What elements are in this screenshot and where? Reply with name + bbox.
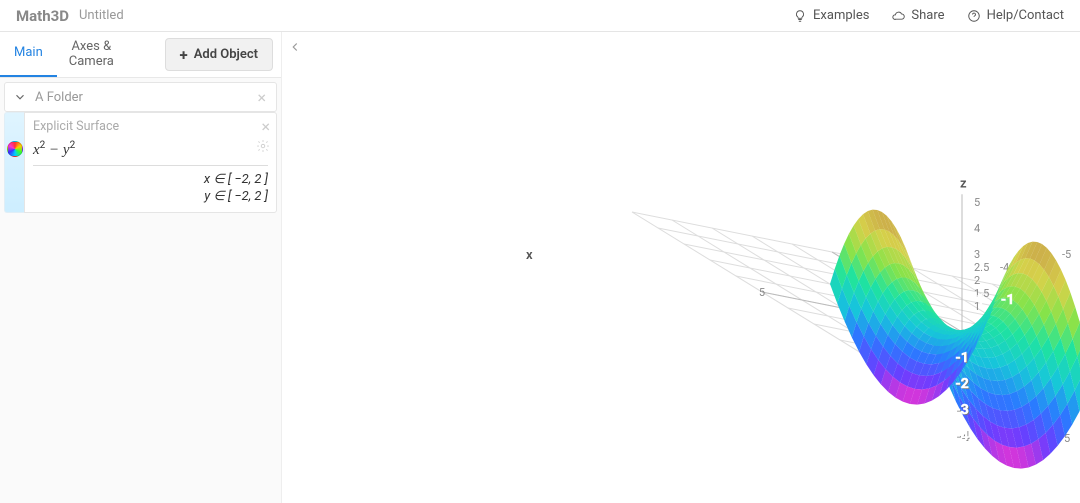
svg-text:5: 5 [759,286,765,299]
examples-link[interactable]: Examples [793,8,869,23]
folder-label[interactable]: A Folder [35,90,255,105]
domain-x[interactable]: x ∈ [ −2, 2 ] [33,172,268,187]
share-link[interactable]: Share [891,8,944,23]
plot-canvas[interactable]: -5-4-35xyz-5-455432.521.51-1-1-2-2-3-3-4… [282,32,1080,503]
help-link[interactable]: Help/Contact [967,8,1064,23]
brand-logo: Math3D [16,7,69,25]
gear-icon[interactable] [256,139,270,153]
folder-close-icon[interactable]: × [255,88,268,107]
svg-text:-5: -5 [1062,248,1071,261]
left-panel: Main Axes & Camera + Add Object A Folder… [0,32,282,503]
svg-text:4: 4 [974,222,980,235]
svg-text:-2: -2 [955,376,969,392]
help-label: Help/Contact [987,8,1064,23]
svg-text:3: 3 [974,248,980,261]
svg-text:-1: -1 [1001,292,1015,308]
add-object-label: Add Object [194,47,258,62]
object-card: Explicit Surface × x2 − y2 x ∈ [ −2, 2 ]… [4,112,277,213]
top-bar: Math3D Untitled Examples Share Help/Cont… [0,0,1080,32]
plot-svg: -5-4-35xyz-5-455432.521.51-1-1-2-2-3-3-4… [282,32,1080,503]
folder-row[interactable]: A Folder × [4,82,277,112]
object-type-label: Explicit Surface [33,119,268,134]
domain-rows: x ∈ [ −2, 2 ] y ∈ [ −2, 2 ] [33,172,268,204]
examples-label: Examples [813,8,869,23]
svg-text:2.5: 2.5 [974,261,989,274]
svg-text:z: z [960,177,967,192]
svg-text:-1: -1 [971,292,985,308]
object-color-gutter [4,112,24,213]
svg-text:5: 5 [974,196,980,209]
add-object-button[interactable]: + Add Object [165,38,273,71]
domain-y[interactable]: y ∈ [ −2, 2 ] [33,189,268,204]
help-icon [967,9,981,23]
plus-icon: + [180,46,188,64]
color-picker-icon[interactable] [7,141,23,157]
svg-text:-3: -3 [955,402,969,418]
svg-text:2: 2 [974,274,980,287]
cloud-icon [891,9,905,23]
svg-text:-1: -1 [955,350,969,366]
lightbulb-icon [793,9,807,23]
document-title[interactable]: Untitled [79,8,124,23]
chevron-down-icon [13,90,27,104]
svg-text:-4: -4 [955,428,969,444]
formula-input[interactable]: x2 − y2 [33,138,268,166]
share-label: Share [911,8,944,23]
svg-text:x: x [526,248,533,263]
tab-axes-camera[interactable]: Axes & Camera [57,32,126,77]
object-close-icon[interactable]: × [261,117,270,136]
tab-main[interactable]: Main [0,32,57,77]
panel-tabs: Main Axes & Camera + Add Object [0,32,281,78]
